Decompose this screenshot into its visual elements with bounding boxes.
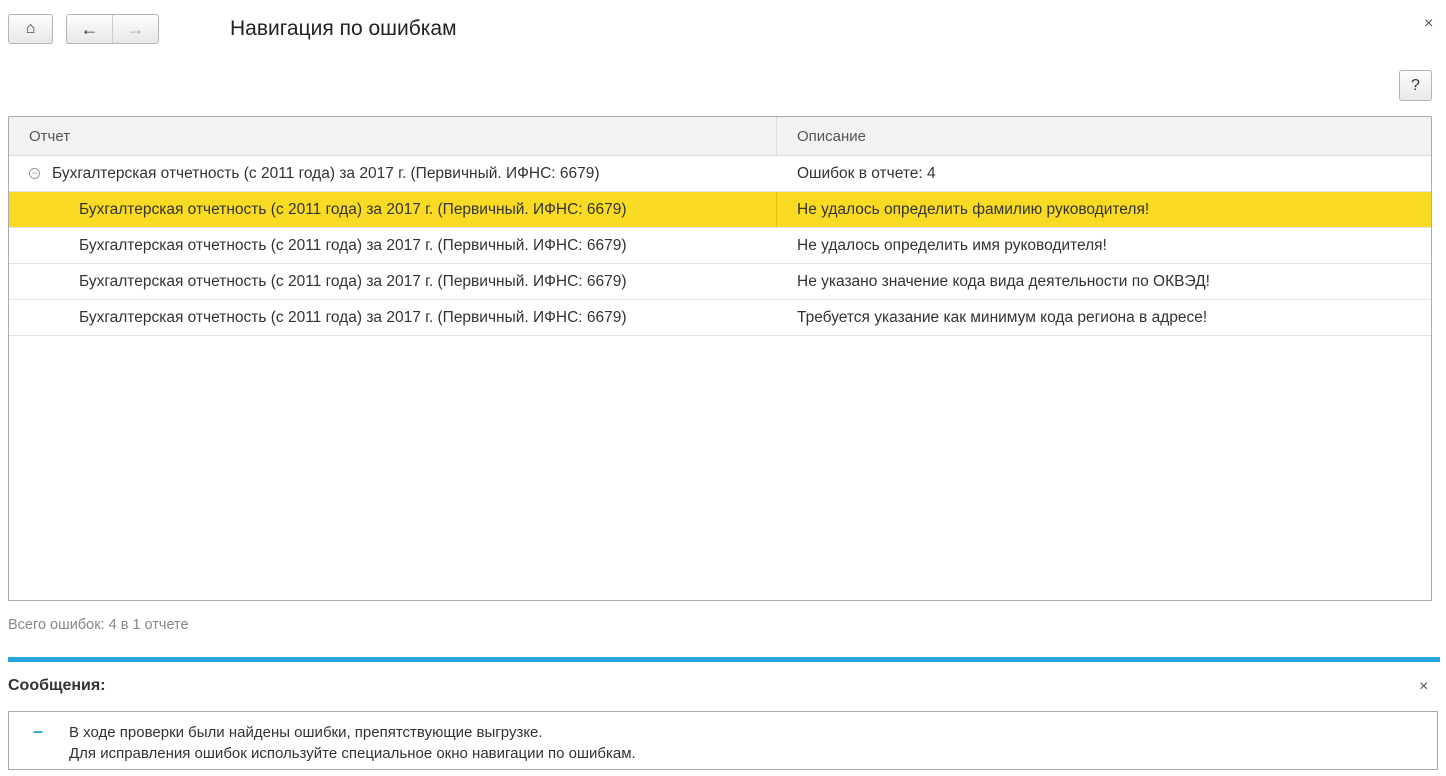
errors-table: Отчет Описание − Бухгалтерская отчетность… xyxy=(8,116,1432,601)
description-cell: Требуется указание как минимум кода реги… xyxy=(797,308,1208,326)
description-cell: Не указано значение кода вида деятельнос… xyxy=(797,272,1210,290)
messages-divider xyxy=(8,657,1440,662)
back-button[interactable]: ← xyxy=(80,18,99,39)
report-cell: Бухгалтерская отчетность (с 2011 года) з… xyxy=(79,308,627,326)
total-errors: Всего ошибок: 4 в 1 отчете xyxy=(8,617,189,633)
forward-button[interactable]: → xyxy=(112,15,158,43)
table-row-group[interactable]: − Бухгалтерская отчетность (с 2011 года) … xyxy=(9,156,1431,192)
column-header-description[interactable]: Описание xyxy=(797,127,867,145)
table-row[interactable]: Бухгалтерская отчетность (с 2011 года) з… xyxy=(9,192,1431,228)
message-dash-icon: – xyxy=(33,721,44,741)
table-row[interactable]: Бухгалтерская отчетность (с 2011 года) з… xyxy=(9,228,1431,264)
description-cell: Не удалось определить имя руководителя! xyxy=(797,236,1107,254)
collapse-toggle-icon[interactable]: − xyxy=(29,168,40,179)
messages-close-button[interactable]: × xyxy=(1419,678,1429,695)
messages-title: Сообщения: xyxy=(8,677,106,694)
report-cell: Бухгалтерская отчетность (с 2011 года) з… xyxy=(79,272,627,290)
close-button[interactable]: × xyxy=(1424,15,1434,32)
home-icon: ⌂ xyxy=(25,20,36,37)
message-line: Для исправления ошибок используйте специ… xyxy=(69,745,636,762)
home-button[interactable]: ⌂ xyxy=(8,14,53,44)
description-cell: Не удалось определить фамилию руководите… xyxy=(797,200,1150,218)
message-item[interactable]: – В ходе проверки были найдены ошибки, п… xyxy=(8,711,1438,770)
description-cell: Ошибок в отчете: 4 xyxy=(797,164,936,182)
page-title: Навигация по ошибкам xyxy=(230,17,457,40)
column-header-report[interactable]: Отчет xyxy=(9,117,777,155)
history-nav: ← → xyxy=(66,14,159,44)
table-header: Отчет Описание xyxy=(9,117,1431,156)
table-row[interactable]: Бухгалтерская отчетность (с 2011 года) з… xyxy=(9,300,1431,336)
report-cell: Бухгалтерская отчетность (с 2011 года) з… xyxy=(79,236,627,254)
table-row[interactable]: Бухгалтерская отчетность (с 2011 года) з… xyxy=(9,264,1431,300)
report-cell: Бухгалтерская отчетность (с 2011 года) з… xyxy=(9,192,777,227)
help-button[interactable]: ? xyxy=(1399,70,1432,101)
report-cell: Бухгалтерская отчетность (с 2011 года) з… xyxy=(52,164,600,182)
message-line: В ходе проверки были найдены ошибки, пре… xyxy=(69,724,543,741)
